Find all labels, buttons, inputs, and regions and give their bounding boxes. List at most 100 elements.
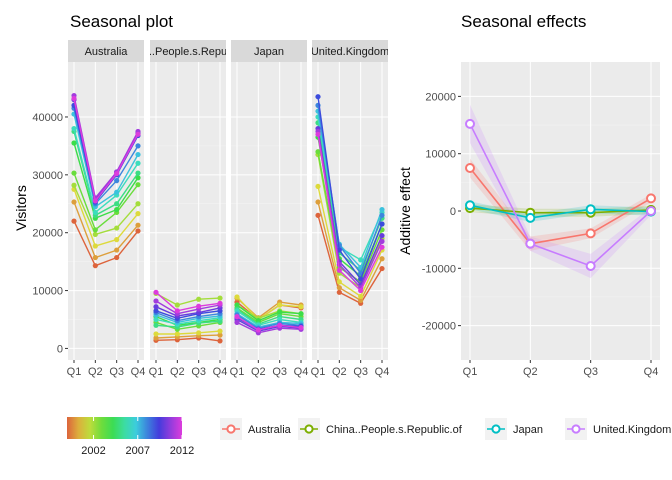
year-line	[236, 308, 302, 325]
facet-strip-label: United.Kingdom	[311, 46, 389, 58]
year-line	[73, 172, 139, 231]
year-line	[155, 315, 221, 327]
year-line	[73, 131, 139, 217]
effect-point	[646, 206, 656, 216]
year-point	[379, 244, 385, 250]
x-tick-label: Q1	[149, 366, 164, 378]
x-tick-label: Q1	[311, 366, 326, 378]
year-line	[73, 113, 139, 208]
country-legend: Australia China..People.s.Republic.of Japa…	[220, 418, 671, 440]
year-point	[135, 143, 141, 149]
year-point	[217, 328, 223, 334]
year-point	[114, 178, 120, 184]
year-line	[317, 151, 383, 283]
year-point	[71, 125, 77, 132]
year-point	[114, 189, 120, 195]
year-line	[236, 316, 302, 331]
year-line	[73, 185, 139, 236]
year-point	[255, 327, 261, 333]
year-point	[234, 319, 240, 325]
legend-label: Australia	[248, 424, 292, 436]
year-point	[153, 322, 159, 328]
seasonal-plot: Seasonal plot Visitors 0 10000 20000 30000 4…	[13, 12, 389, 378]
y-tick-label: 20000	[425, 91, 456, 103]
facet-strip	[312, 40, 388, 62]
year-point	[135, 201, 141, 207]
year-line	[155, 292, 221, 306]
year-point	[71, 95, 77, 102]
colorbar	[67, 417, 182, 439]
legend-item: Japan	[485, 418, 543, 440]
year-line	[155, 306, 221, 317]
x-tick-label: Q2	[332, 366, 347, 378]
year-point	[71, 182, 77, 188]
year-point	[135, 222, 141, 228]
year-line	[317, 215, 383, 305]
x-tick-label: Q4	[294, 366, 309, 378]
year-point	[277, 322, 283, 328]
year-line	[317, 201, 383, 302]
year-point	[114, 254, 120, 261]
facet-strip	[68, 40, 144, 62]
y-tick-label: 0	[450, 206, 456, 218]
year-line	[156, 330, 221, 335]
year-point	[217, 295, 223, 301]
x-tick-label: Q4	[131, 366, 146, 378]
y-tick-label: -20000	[422, 321, 456, 333]
effect-point	[465, 163, 475, 174]
year-line	[155, 337, 221, 342]
year-line	[73, 220, 139, 267]
year-point	[92, 263, 98, 269]
effect-line	[469, 204, 652, 219]
year-point	[71, 218, 77, 224]
colorbar-label: 2012	[170, 445, 194, 457]
year-point	[358, 257, 364, 263]
year-line	[73, 98, 139, 203]
year-point	[92, 231, 98, 238]
facet-strip-label: Australia	[85, 46, 129, 58]
x-tick-label: Q2	[170, 366, 185, 378]
year-point	[92, 209, 98, 216]
year-point	[234, 302, 240, 308]
year-point	[92, 243, 98, 249]
year-point	[92, 198, 98, 204]
year-line	[155, 311, 221, 322]
facet-strip-label: Japan	[254, 46, 284, 58]
year-point	[217, 338, 223, 344]
y-tick-label: 10000	[32, 286, 63, 298]
year-point	[315, 212, 321, 218]
year-point	[379, 232, 385, 239]
seasonal-effects-grid	[461, 62, 660, 360]
effect-point	[585, 261, 596, 272]
x-tick-label: Q3	[272, 366, 287, 378]
year-point	[379, 206, 385, 213]
x-tick-label: Q1	[463, 366, 478, 378]
x-tick-label: Q2	[523, 366, 538, 378]
x-tick-label: Q4	[213, 366, 228, 378]
x-tick-label: Q4	[375, 366, 390, 378]
legend-item: Australia	[220, 418, 292, 440]
year-line	[155, 334, 221, 339]
year-point	[315, 183, 321, 190]
legend-item: United.Kingdom	[565, 418, 671, 440]
x-tick-label: Q3	[353, 366, 368, 378]
year-point	[71, 140, 77, 146]
seasonal-plot-title: Seasonal plot	[70, 12, 173, 31]
year-point	[135, 170, 141, 176]
year-point	[358, 297, 364, 303]
year-point	[315, 131, 321, 137]
legend-key-point	[304, 424, 314, 434]
year-point	[153, 308, 159, 314]
facet-strip	[150, 40, 226, 62]
year-point	[135, 151, 141, 158]
y-tick-label: 0	[57, 343, 63, 355]
year-point	[277, 302, 283, 308]
series-ribbon	[470, 201, 651, 222]
facet-panel: Japan Q1 Q2 Q3 Q4	[230, 40, 309, 378]
year-line	[236, 304, 302, 322]
x-tick-label: Q3	[109, 366, 124, 378]
year-line	[155, 320, 221, 328]
y-tick-label: 40000	[32, 112, 63, 124]
year-point	[196, 296, 202, 302]
